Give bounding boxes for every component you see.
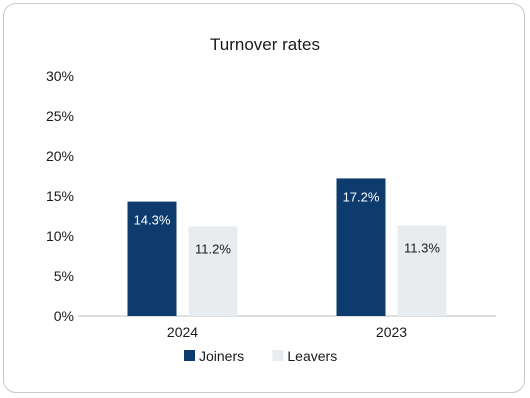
bar-joiners-2023 [336,178,386,316]
data-label: 11.2% [195,241,231,256]
bar-joiners-2024 [127,201,177,316]
x-tick-label: 2023 [376,324,407,340]
bar-leavers-2023 [397,225,447,316]
chart-card [3,3,525,393]
legend: Joiners Leavers [184,348,337,364]
legend-label-joiners: Joiners [199,348,244,364]
y-tick-label: 5% [54,268,74,284]
y-tick-label: 15% [46,188,74,204]
y-axis: 0% 5% 10% 15% 20% 25% 30% [46,68,74,324]
bar-leavers-2024 [188,226,238,316]
data-label: 17.2% [343,189,380,204]
y-tick-label: 10% [46,228,74,244]
y-tick-label: 20% [46,148,74,164]
y-tick-label: 25% [46,108,74,124]
y-tick-label: 0% [54,308,74,324]
x-tick-label: 2024 [167,324,198,340]
x-axis: 2024 2023 [167,324,407,340]
chart-title: Turnover rates [210,35,320,54]
y-tick-label: 30% [46,68,74,84]
data-label: 14.3% [134,213,171,228]
legend-label-leavers: Leavers [287,348,337,364]
legend-swatch-joiners [184,350,195,361]
legend-swatch-leavers [272,350,284,361]
data-label: 11.3% [404,241,440,256]
bars: 14.3% 11.2% 17.2% 11.3% [127,178,447,316]
